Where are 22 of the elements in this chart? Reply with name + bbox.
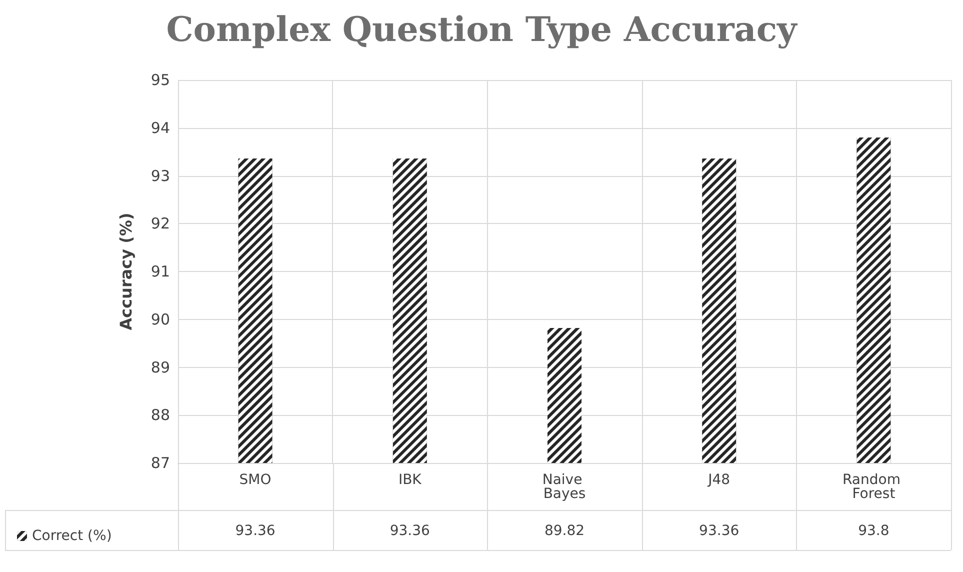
data-label: 93.36 (390, 523, 430, 539)
x-tick-label: Random Forest (842, 472, 905, 502)
x-tick-label: SMO (239, 472, 272, 488)
y-tick-label: 87 (150, 454, 170, 472)
legend-label: Correct (%) (32, 528, 112, 544)
y-tick-label: 95 (150, 71, 170, 89)
y-tick-label: 92 (150, 214, 170, 233)
y-tick-label: 88 (150, 406, 170, 424)
data-label: 93.36 (699, 523, 740, 539)
y-tick-label: 91 (150, 262, 170, 280)
x-tick-label: Naive Bayes (542, 472, 587, 502)
data-label: 93.8 (858, 523, 890, 539)
y-tick-label: 90 (150, 310, 170, 328)
y-tick-label: 93 (150, 166, 170, 185)
x-tick-label: J48 (707, 472, 730, 488)
y-axis-title: Accuracy (%) (116, 212, 136, 330)
y-tick-label: 94 (150, 118, 170, 137)
y-tick-label: 89 (150, 358, 170, 376)
chart-title: Complex Question Type Accuracy (166, 10, 798, 50)
data-label: 89.82 (544, 523, 585, 539)
x-tick-label: IBK (398, 472, 422, 488)
data-label: 93.36 (235, 523, 276, 539)
